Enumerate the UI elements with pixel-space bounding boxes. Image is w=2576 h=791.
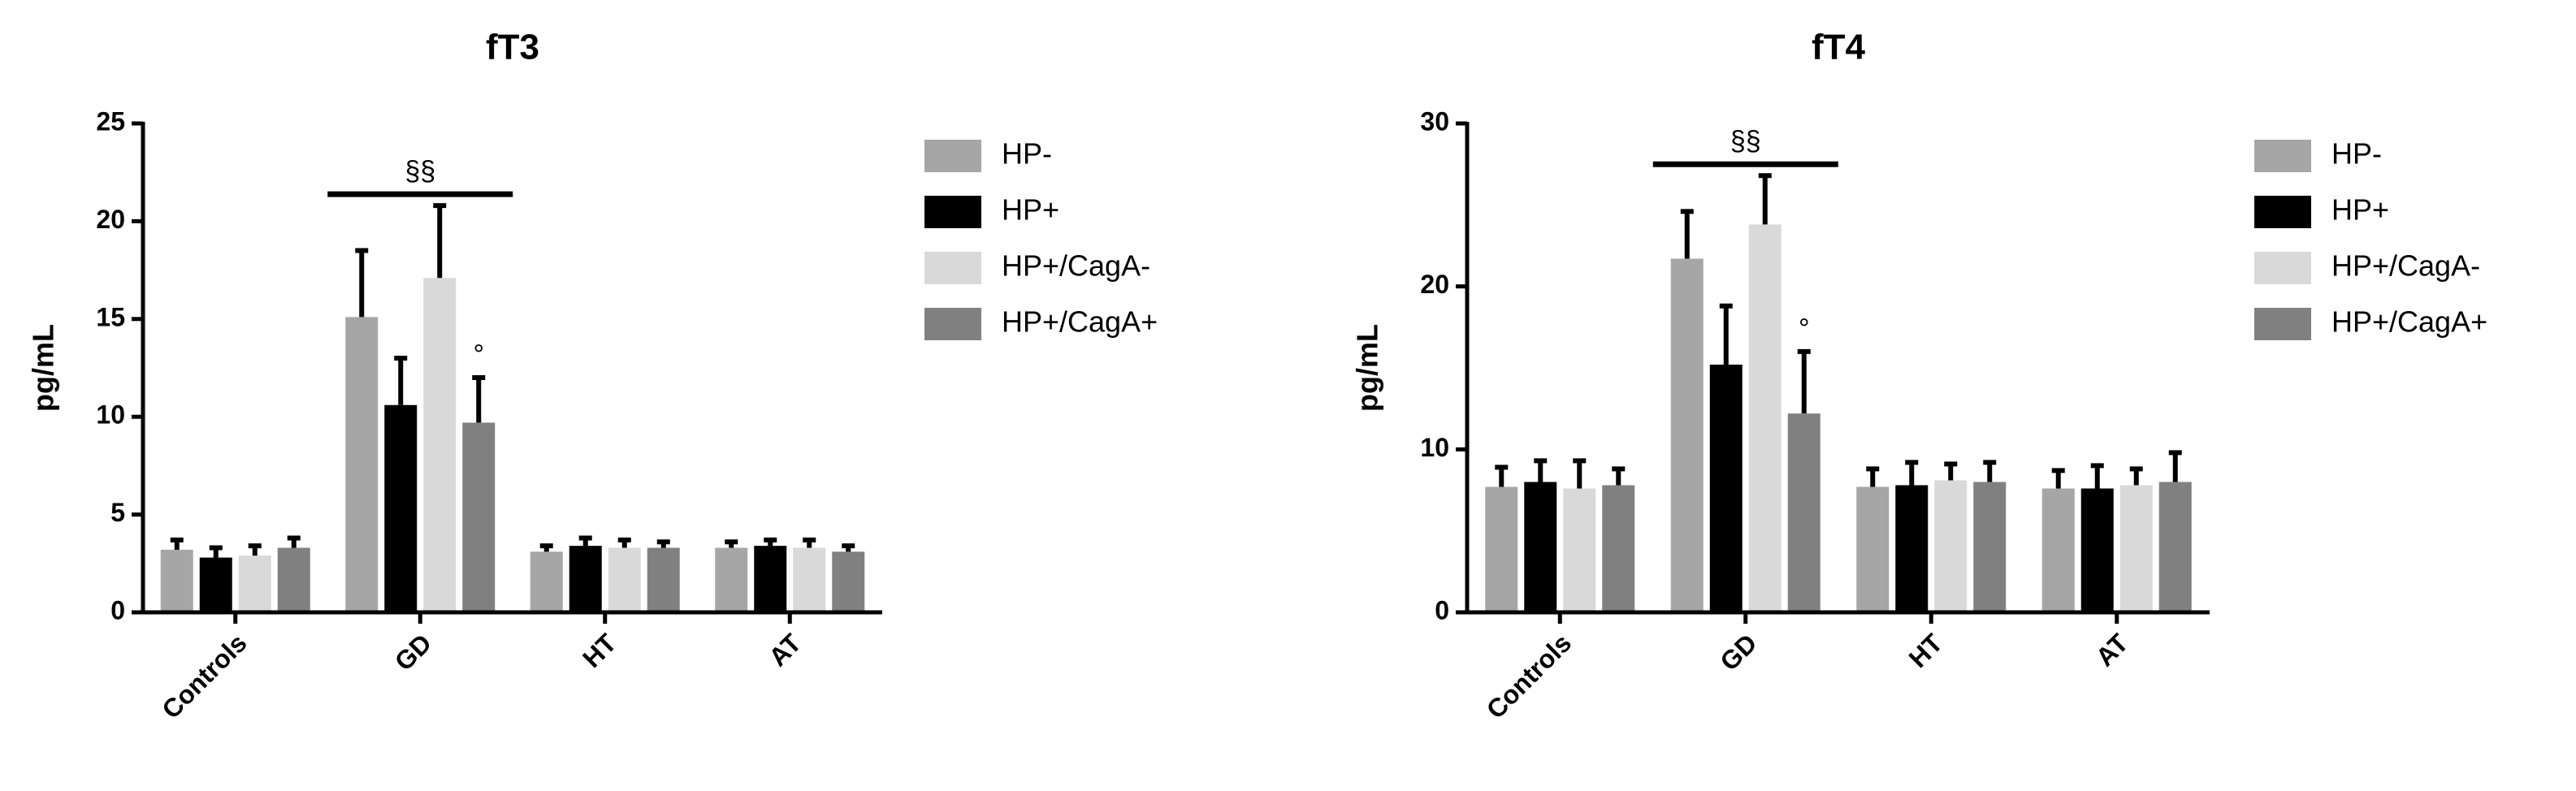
x-tick-label: GD [389,628,437,676]
y-tick-label: 0 [1435,595,1449,625]
x-tick-label: AT [2090,628,2134,672]
bar [2119,485,2153,612]
legend-label: HP- [1002,137,1052,171]
y-tick-label: 25 [96,106,125,136]
bar [1748,224,1782,612]
annotation: §§ [405,156,435,187]
bar [160,549,193,612]
bar [423,278,457,612]
legend-swatch [924,308,981,340]
bar [1602,485,1635,612]
bar [832,551,865,612]
legend-swatch [2254,252,2311,284]
annotation: ° [1799,313,1810,344]
legend-swatch [924,196,981,228]
y-axis-label: pg/mL [27,324,60,412]
bar [2080,488,2114,612]
legend-swatch [2254,308,2311,340]
bar [569,546,602,612]
y-tick-label: 20 [96,205,125,234]
bar [1934,480,1968,612]
bar [530,551,563,612]
x-tick-label: GD [1714,628,1762,676]
legend-swatch [2254,196,2311,228]
x-tick-label: Controls [1481,628,1577,724]
x-tick-label: HT [577,628,622,673]
legend-swatch [924,140,981,172]
y-tick-label: 10 [1420,433,1449,462]
bar [1895,485,1929,612]
legend-swatch [2254,140,2311,172]
chart-title: fT4 [1812,28,1866,67]
bar [2041,488,2075,612]
bar [1856,486,1890,612]
bar [754,546,787,612]
y-tick-label: 15 [96,302,125,331]
bar [1787,413,1821,612]
legend-label: HP- [2331,137,2382,171]
bar [2158,482,2192,612]
legend-label: HP+/CagA- [2331,249,2480,283]
legend-label: HP+ [1002,193,1059,227]
bar [384,404,418,612]
bar [1563,488,1596,612]
bar [1670,258,1704,612]
bar [608,547,641,612]
bar [277,547,310,612]
bar [345,317,379,612]
bar [238,555,271,612]
legend-label: HP+/CagA+ [1002,305,1158,339]
x-tick-label: HT [1903,628,1949,673]
x-tick-label: Controls [156,628,252,724]
annotation: §§ [1730,126,1761,157]
bar [199,557,232,612]
y-tick-label: 0 [110,595,125,625]
bar [1973,482,2007,612]
y-tick-label: 10 [96,400,125,430]
bar [647,547,680,612]
y-tick-label: 30 [1420,106,1449,136]
y-tick-label: 5 [110,498,125,527]
bar [1485,486,1518,612]
legend-swatch [924,252,981,284]
annotation: ° [473,339,484,370]
bar [1524,482,1557,612]
y-tick-label: 20 [1420,270,1449,299]
chart-title: fT3 [486,28,539,67]
bar [715,547,748,612]
legend-label: HP+/CagA- [1002,249,1150,283]
legend-label: HP+/CagA+ [2331,305,2487,339]
bar [462,422,496,612]
x-tick-label: AT [763,628,807,672]
bar [793,547,826,612]
y-axis-label: pg/mL [1351,324,1384,412]
legend-label: HP+ [2331,193,2389,227]
bar [1709,364,1743,612]
